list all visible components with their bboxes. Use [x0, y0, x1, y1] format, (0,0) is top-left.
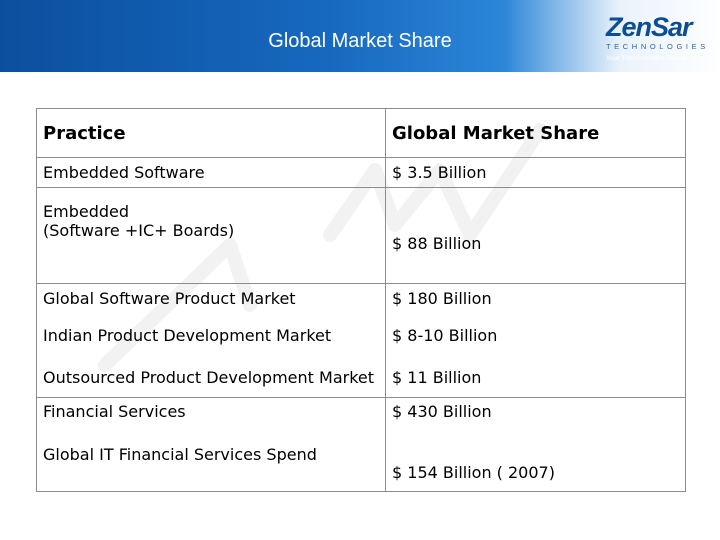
- practice-cell: Global Software Product Market: [36, 283, 386, 314]
- share-cell: $ 8-10 Billion: [385, 313, 686, 358]
- share-it-financial-spend: $ 154 Billion ( 2007): [392, 463, 555, 482]
- share-cell-group: $ 430 Billion $ 154 Billion ( 2007): [385, 397, 686, 492]
- zensar-logo: ZenSar TECHNOLOGIES Your Transformation …: [606, 12, 709, 63]
- header-global-market-share: Global Market Share: [385, 108, 686, 158]
- table-row: Indian Product Development Market $ 8-10…: [36, 313, 686, 358]
- table-header-row: Practice Global Market Share: [36, 108, 686, 158]
- share-cell: $ 180 Billion: [385, 283, 686, 314]
- table-row: Embedded (Software +IC+ Boards) $ 88 Bil…: [36, 187, 686, 284]
- table-row: Financial Services Global IT Financial S…: [36, 397, 686, 492]
- market-share-table: Practice Global Market Share Embedded So…: [36, 108, 686, 492]
- practice-cell: Embedded (Software +IC+ Boards): [36, 187, 386, 284]
- slide-title: Global Market Share: [268, 30, 452, 52]
- table-row: Global Software Product Market $ 180 Bil…: [36, 283, 686, 314]
- share-financial-services: $ 430 Billion: [392, 402, 492, 421]
- practice-cell: Indian Product Development Market: [36, 313, 386, 358]
- share-cell: $ 88 Billion: [385, 187, 686, 284]
- share-cell: $ 11 Billion: [385, 357, 686, 398]
- practice-cell: Outsourced Product Development Market: [36, 357, 386, 398]
- logo-tagline: Your Transformation Partner: [606, 55, 688, 62]
- share-cell: $ 3.5 Billion: [385, 157, 686, 188]
- slide-header: Global Market Share ZenSar TECHNOLOGIES …: [0, 0, 720, 72]
- logo-subtitle: TECHNOLOGIES: [606, 42, 709, 51]
- practice-cell-group: Financial Services Global IT Financial S…: [36, 397, 386, 492]
- logo-name: ZenSar: [606, 12, 693, 42]
- table-row: Outsourced Product Development Market $ …: [36, 357, 686, 398]
- table-row: Embedded Software $ 3.5 Billion: [36, 157, 686, 188]
- header-practice: Practice: [36, 108, 386, 158]
- practice-it-financial-spend: Global IT Financial Services Spend: [43, 445, 317, 464]
- practice-cell: Embedded Software: [36, 157, 386, 188]
- practice-financial-services: Financial Services: [43, 402, 186, 421]
